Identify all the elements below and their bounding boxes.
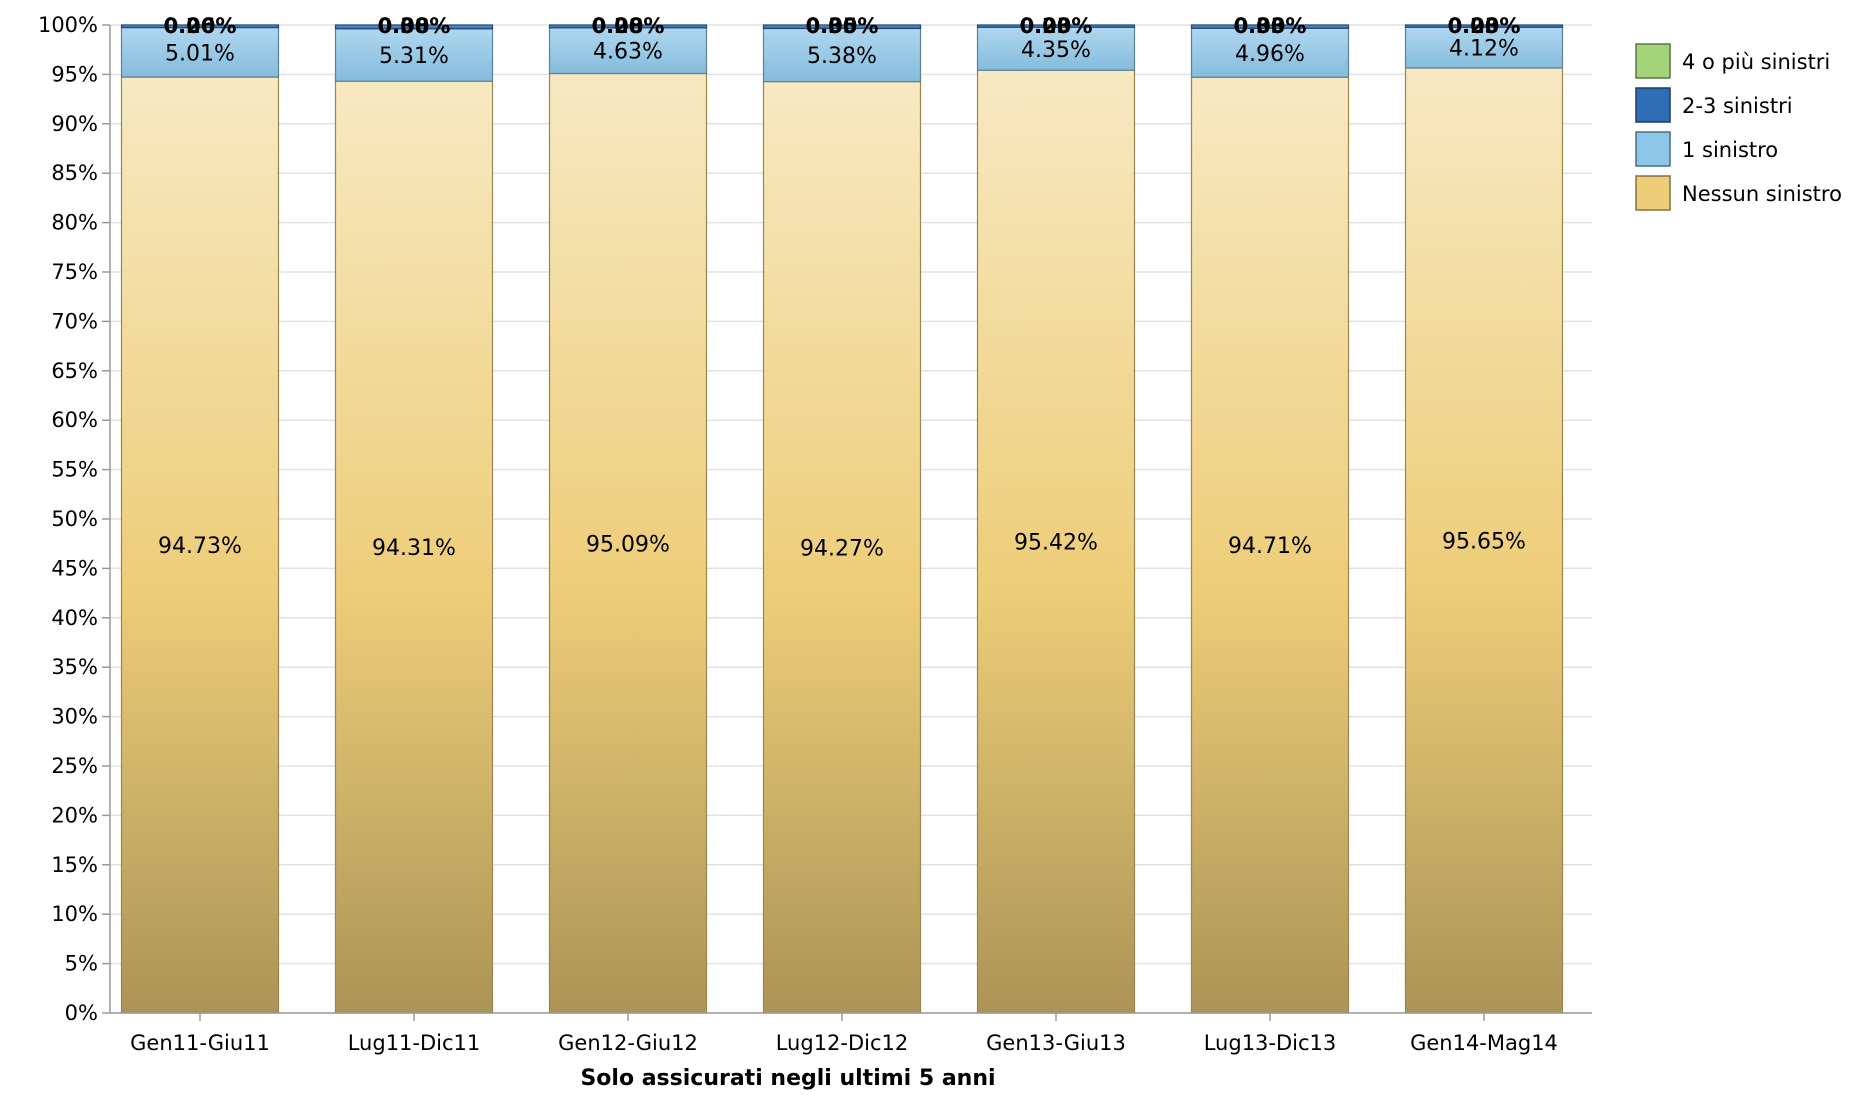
data-label: 0.00% bbox=[592, 14, 665, 38]
data-label: 4.35% bbox=[1021, 38, 1091, 63]
y-tick-label: 0% bbox=[65, 1001, 98, 1025]
bar-segment bbox=[1190, 24, 1350, 29]
y-tick-label: 40% bbox=[51, 606, 98, 630]
x-tick-label: Gen14-Mag14 bbox=[1410, 1031, 1558, 1055]
data-label: 95.09% bbox=[586, 532, 670, 557]
x-tick-label: Gen12-Giu12 bbox=[558, 1031, 698, 1055]
x-tick-label: Gen13-Giu13 bbox=[986, 1031, 1126, 1055]
y-tick-label: 75% bbox=[51, 260, 98, 284]
y-tick-label: 100% bbox=[38, 13, 98, 37]
bar-segment bbox=[120, 24, 280, 29]
bar-segment bbox=[762, 27, 922, 83]
legend-entry: 2-3 sinistri bbox=[1682, 94, 1793, 118]
x-tick-label: Gen11-Giu11 bbox=[130, 1031, 270, 1055]
bar-segment bbox=[120, 26, 280, 78]
x-axis: Gen11-Giu11 Lug11-Dic11 Gen12-Giu12 Lug12-D… bbox=[110, 1012, 1592, 1055]
y-tick-label: 45% bbox=[51, 556, 98, 580]
data-label: 0.26% bbox=[164, 14, 237, 38]
legend-swatch bbox=[1635, 43, 1671, 79]
bar-segment bbox=[548, 27, 708, 75]
bar-segment bbox=[334, 28, 494, 82]
y-tick-label: 5% bbox=[65, 952, 98, 976]
data-label: 0.00% bbox=[1448, 14, 1521, 38]
bar-segment bbox=[976, 69, 1136, 1014]
y-tick-label: 25% bbox=[51, 754, 98, 778]
legend-swatch bbox=[1635, 87, 1671, 123]
data-label: 4.96% bbox=[1235, 42, 1305, 67]
bar-segment bbox=[1404, 26, 1564, 69]
data-label: 0.23% bbox=[1448, 14, 1521, 38]
bar-segment bbox=[976, 26, 1136, 71]
legend-swatch bbox=[1635, 131, 1671, 167]
data-label: 0.00% bbox=[1020, 14, 1093, 38]
bar-segment bbox=[548, 72, 708, 1014]
y-tick-label: 30% bbox=[51, 705, 98, 729]
data-labels: 94.73%5.01%0.26%0.00%94.31%5.31%0.38%0.0… bbox=[158, 14, 1526, 561]
y-tick-label: 95% bbox=[51, 62, 98, 86]
data-label: 94.71% bbox=[1228, 534, 1312, 559]
y-tick-label: 10% bbox=[51, 902, 98, 926]
bar-segment bbox=[334, 24, 494, 30]
y-tick-label: 85% bbox=[51, 161, 98, 185]
y-tick-label: 90% bbox=[51, 112, 98, 136]
data-label: 0.33% bbox=[1234, 14, 1307, 38]
data-label: 95.65% bbox=[1442, 529, 1526, 554]
data-label: 95.42% bbox=[1014, 531, 1098, 556]
y-tick-label: 15% bbox=[51, 853, 98, 877]
bar-segment bbox=[976, 24, 1136, 28]
data-label: 0.23% bbox=[1020, 14, 1093, 38]
data-label: 5.01% bbox=[165, 41, 235, 66]
bar-segment bbox=[1404, 24, 1564, 28]
y-tick-label: 80% bbox=[51, 211, 98, 235]
y-tick-label: 20% bbox=[51, 803, 98, 827]
y-tick-label: 35% bbox=[51, 655, 98, 679]
y-tick-label: 60% bbox=[51, 408, 98, 432]
bar-segment bbox=[762, 24, 922, 30]
legend-entry: Nessun sinistro bbox=[1682, 182, 1842, 206]
x-tick-label: Lug11-Dic11 bbox=[348, 1031, 481, 1055]
data-label: 0.00% bbox=[806, 14, 879, 38]
y-tick-label: 65% bbox=[51, 359, 98, 383]
y-tick-label: 70% bbox=[51, 309, 98, 333]
legend-entry: 4 o più sinistri bbox=[1682, 50, 1830, 74]
bar-segment bbox=[334, 80, 494, 1014]
bar-segment bbox=[1190, 76, 1350, 1014]
y-tick-label: 50% bbox=[51, 507, 98, 531]
data-label: 0.28% bbox=[592, 14, 665, 38]
data-label: 0.38% bbox=[378, 14, 451, 38]
data-label: 4.12% bbox=[1449, 37, 1519, 62]
legend-swatch bbox=[1635, 175, 1671, 211]
data-label: 4.63% bbox=[593, 40, 663, 65]
y-tick-label: 55% bbox=[51, 458, 98, 482]
bar-segment bbox=[1404, 67, 1564, 1014]
data-label: 0.00% bbox=[1234, 14, 1307, 38]
bar-segment bbox=[762, 81, 922, 1014]
data-label: 0.00% bbox=[164, 14, 237, 38]
data-label: 94.27% bbox=[800, 536, 884, 561]
data-label: 0.35% bbox=[806, 14, 879, 38]
data-label: 5.38% bbox=[807, 44, 877, 69]
data-label: 5.31% bbox=[379, 44, 449, 69]
legend-entry: 1 sinistro bbox=[1682, 138, 1778, 162]
x-tick-label: Lug12-Dic12 bbox=[776, 1031, 909, 1055]
bar-segment bbox=[548, 24, 708, 29]
data-label: 94.31% bbox=[372, 536, 456, 561]
data-label: 0.00% bbox=[378, 14, 451, 38]
x-tick-label: Lug13-Dic13 bbox=[1204, 1031, 1337, 1055]
y-axis: 0% 5% 10% 15% 20% 25% 30% 35% 40% 45% 50% 55% 60% 65%… bbox=[38, 13, 111, 1025]
data-label: 94.73% bbox=[158, 534, 242, 559]
x-axis-title: Solo assicurati negli ultimi 5 anni bbox=[580, 1066, 995, 1091]
bars bbox=[120, 24, 1564, 1014]
legend: 4 o più sinistri 2-3 sinistri 1 sinistro Ne… bbox=[1635, 43, 1842, 211]
